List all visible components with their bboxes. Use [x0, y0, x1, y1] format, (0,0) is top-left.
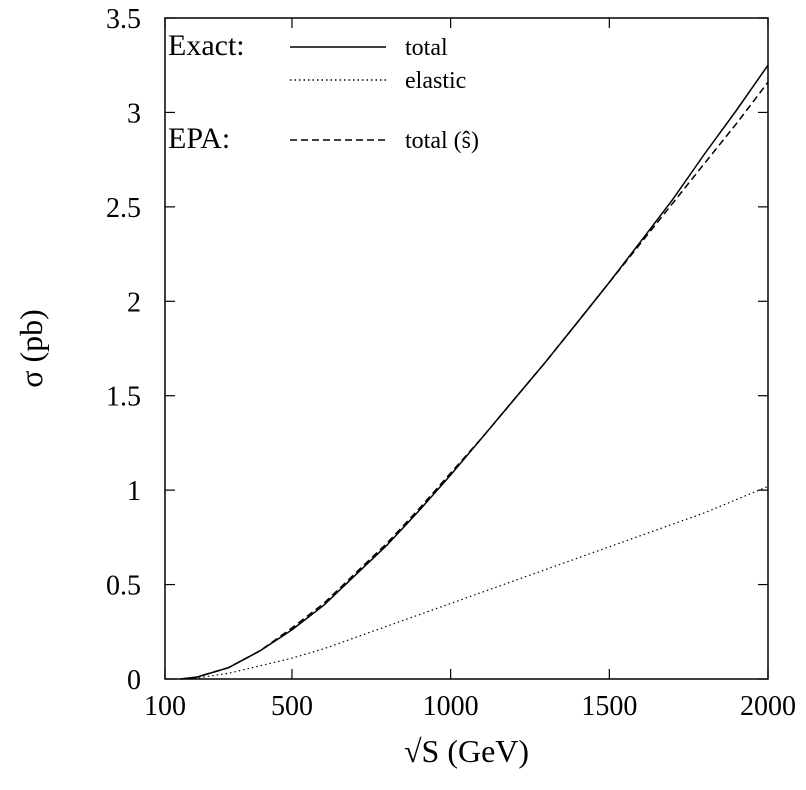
x-tick-label: 100 [144, 691, 186, 722]
y-tick-label: 3 [127, 98, 141, 129]
legend-entry-label: total [405, 35, 448, 61]
y-tick-label: 0 [127, 665, 141, 696]
x-tick-label: 1000 [423, 691, 479, 722]
series-line-dashed [180, 81, 769, 680]
y-tick-label: 2.5 [106, 193, 141, 224]
y-tick-label: 2 [127, 287, 141, 318]
legend-entry-label: elastic [405, 68, 466, 94]
y-axis-title: σ (pb) [13, 309, 49, 388]
legend-group-title: EPA: [168, 122, 230, 155]
y-tick-label: 3.5 [106, 4, 141, 35]
legend-entry-label: total (ŝ) [405, 128, 479, 154]
x-tick-label: 1500 [581, 691, 637, 722]
series-line-dotted [180, 485, 769, 680]
plot-frame [164, 17, 769, 680]
x-tick-label: 2000 [740, 691, 796, 722]
y-tick-label: 1.5 [106, 382, 141, 413]
y-tick-label: 0.5 [106, 571, 141, 602]
legend-group-title: Exact: [168, 29, 245, 62]
series-line-solid [180, 64, 769, 680]
x-axis-title: √S (GeV) [404, 733, 529, 769]
y-tick-label: 1 [127, 476, 141, 507]
x-tick-label: 500 [271, 691, 313, 722]
